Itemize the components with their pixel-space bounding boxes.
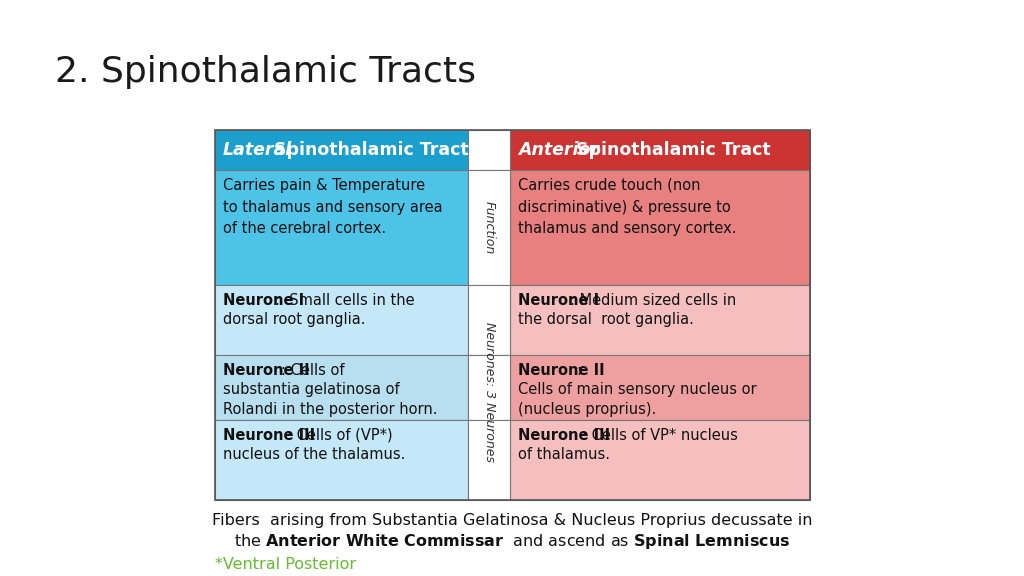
Text: Spinothalamic Tract: Spinothalamic Tract — [268, 141, 469, 159]
Text: Neurone I: Neurone I — [223, 293, 304, 308]
Bar — [510, 130, 810, 170]
Text: Neurone II: Neurone II — [223, 363, 309, 378]
Text: : Cells of (VP*): : Cells of (VP*) — [287, 428, 392, 443]
Text: dorsal root ganglia.: dorsal root ganglia. — [223, 312, 366, 327]
Text: Neurone III: Neurone III — [223, 428, 315, 443]
Text: the dorsal  root ganglia.: the dorsal root ganglia. — [518, 312, 694, 327]
Text: Neurone II: Neurone II — [518, 363, 604, 378]
Text: of thalamus.: of thalamus. — [518, 448, 610, 463]
Bar — [215, 355, 468, 420]
Text: 2. Spinothalamic Tracts: 2. Spinothalamic Tracts — [55, 55, 476, 89]
Bar — [215, 420, 468, 500]
Text: Function: Function — [482, 201, 496, 254]
Text: : Medium sized cells in: : Medium sized cells in — [570, 293, 736, 308]
Text: Carries crude touch (non
discriminative) & pressure to
thalamus and sensory cort: Carries crude touch (non discriminative)… — [518, 178, 736, 236]
Text: Carries pain & Temperature
to thalamus and sensory area
of the cerebral cortex.: Carries pain & Temperature to thalamus a… — [223, 178, 442, 236]
Text: substantia gelatinosa of: substantia gelatinosa of — [223, 382, 399, 397]
Bar — [468, 130, 510, 170]
Text: Neurone I: Neurone I — [518, 293, 599, 308]
Bar — [215, 130, 810, 500]
Bar — [468, 420, 510, 500]
Bar — [510, 355, 810, 420]
Bar — [215, 285, 468, 355]
Bar — [510, 170, 810, 285]
Text: *Ventral Posterior: *Ventral Posterior — [215, 557, 356, 572]
Bar — [215, 130, 468, 170]
Text: Anterior: Anterior — [518, 141, 599, 159]
Text: : Cells of VP* nucleus: : Cells of VP* nucleus — [582, 428, 737, 443]
Bar — [468, 285, 510, 355]
Text: :: : — [575, 363, 581, 378]
Bar — [215, 170, 468, 285]
Text: Neurone III: Neurone III — [518, 428, 610, 443]
Text: Spinothalamic Tract: Spinothalamic Tract — [570, 141, 771, 159]
Text: : Cells of: : Cells of — [281, 363, 344, 378]
Bar — [510, 420, 810, 500]
Bar — [468, 355, 510, 420]
Bar — [510, 285, 810, 355]
Text: the $\bf{Anterior\ White\ Commissar}$  and ascend as $\bf{Spinal\ Lemniscus}$: the $\bf{Anterior\ White\ Commissar}$ an… — [234, 532, 791, 551]
Text: Neurones: 3 Neurones: Neurones: 3 Neurones — [482, 323, 496, 463]
Text: nucleus of the thalamus.: nucleus of the thalamus. — [223, 448, 406, 463]
Text: Fibers  arising from Substantia Gelatinosa & Nucleus Proprius decussate in: Fibers arising from Substantia Gelatinos… — [212, 513, 813, 528]
Text: Rolandi in the posterior horn.: Rolandi in the posterior horn. — [223, 402, 437, 417]
Bar — [468, 170, 510, 285]
Text: (nucleus proprius).: (nucleus proprius). — [518, 402, 656, 417]
Text: :  Small cells in the: : Small cells in the — [275, 293, 415, 308]
Text: Cells of main sensory nucleus or: Cells of main sensory nucleus or — [518, 382, 757, 397]
Text: Lateral: Lateral — [223, 141, 292, 159]
